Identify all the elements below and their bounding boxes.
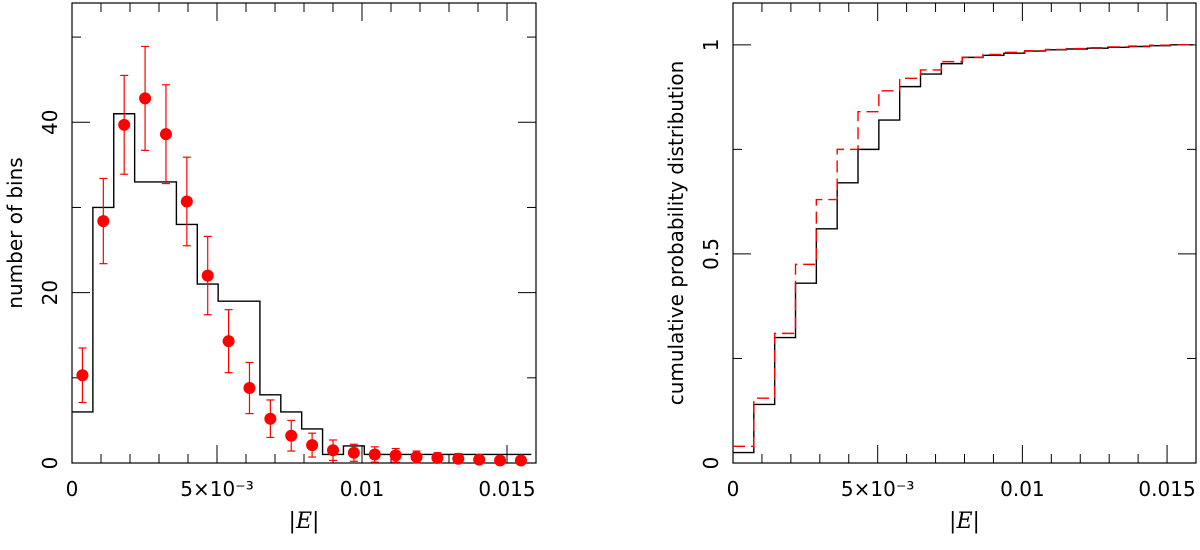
y-tick-label: 0 <box>699 457 723 470</box>
data-point-group <box>180 156 193 247</box>
y-tick-label: 40 <box>38 110 62 135</box>
data-point-group <box>368 446 381 463</box>
plot-frame <box>71 2 537 464</box>
x-tick-label: 0.015 <box>1138 477 1195 501</box>
data-point <box>306 439 319 452</box>
data-point <box>222 335 235 348</box>
data-point-group <box>514 454 527 467</box>
data-point-group <box>327 439 339 462</box>
y-tick-label: 20 <box>38 280 62 305</box>
x-axis-label: |E| <box>949 509 980 534</box>
data-point <box>180 195 193 208</box>
y-axis-label: cumulative probability distribution <box>664 61 688 406</box>
y-tick-label: 1 <box>699 38 723 51</box>
x-tick-label: 0.015 <box>478 477 535 501</box>
data-point-group <box>410 450 423 464</box>
x-tick-label: 0.01 <box>340 477 385 501</box>
data-point <box>327 444 339 457</box>
y-tick-label: 0 <box>38 457 62 470</box>
x-tick-label: 5×10⁻³ <box>180 477 254 501</box>
data-point-group <box>201 235 214 316</box>
data-point-group <box>285 419 298 452</box>
data-point-group <box>222 309 235 374</box>
data-point-group <box>118 74 131 175</box>
data-point <box>159 128 172 141</box>
plot-frame <box>732 2 1197 464</box>
data-point <box>97 215 110 228</box>
x-axis-label: |E| <box>289 509 320 534</box>
data-point <box>285 429 298 442</box>
cdf-solid-line <box>733 44 1194 454</box>
data-point <box>431 451 444 464</box>
data-point <box>76 369 89 382</box>
data-point-group <box>473 453 486 466</box>
data-point-group <box>306 432 319 458</box>
x-tick-label: 5×10⁻³ <box>841 477 915 501</box>
data-point <box>389 449 402 462</box>
data-point <box>118 118 131 131</box>
data-point <box>243 382 256 395</box>
panel-0-axes: 0 5×10⁻³ 0.01 0.015 0 20 40 |E| number of bins <box>3 2 537 534</box>
data-point <box>473 453 486 466</box>
y-axis-label: number of bins <box>3 157 27 308</box>
x-tick-label: 0.01 <box>1000 477 1045 501</box>
data-point-group <box>452 452 465 465</box>
data-point <box>264 412 277 425</box>
x-tick-label: 0 <box>66 477 79 501</box>
data-point <box>494 454 507 467</box>
data-point <box>514 454 527 467</box>
histogram-step-line <box>72 113 532 456</box>
data-point <box>452 452 465 465</box>
data-point <box>368 448 381 461</box>
data-point-group <box>97 177 110 265</box>
x-tick-label: 0 <box>727 477 740 501</box>
data-point-group <box>139 45 152 151</box>
data-point-group <box>159 84 172 185</box>
data-point-group <box>243 361 256 415</box>
panel-1-axes: 0 5×10⁻³ 0.01 0.015 0 0.5 1 |E| cumulative proba… <box>664 2 1197 534</box>
data-point-group <box>264 399 277 439</box>
data-point-group <box>76 347 89 404</box>
data-point-group <box>431 451 444 464</box>
data-point <box>410 451 423 464</box>
cdf-dashed-line <box>733 44 1194 447</box>
data-point-group <box>494 454 507 467</box>
data-point <box>139 92 152 105</box>
data-point <box>201 269 214 282</box>
data-point-group <box>347 443 360 462</box>
data-point-group <box>389 447 402 463</box>
data-point <box>347 446 360 459</box>
y-tick-label: 0.5 <box>699 238 723 270</box>
